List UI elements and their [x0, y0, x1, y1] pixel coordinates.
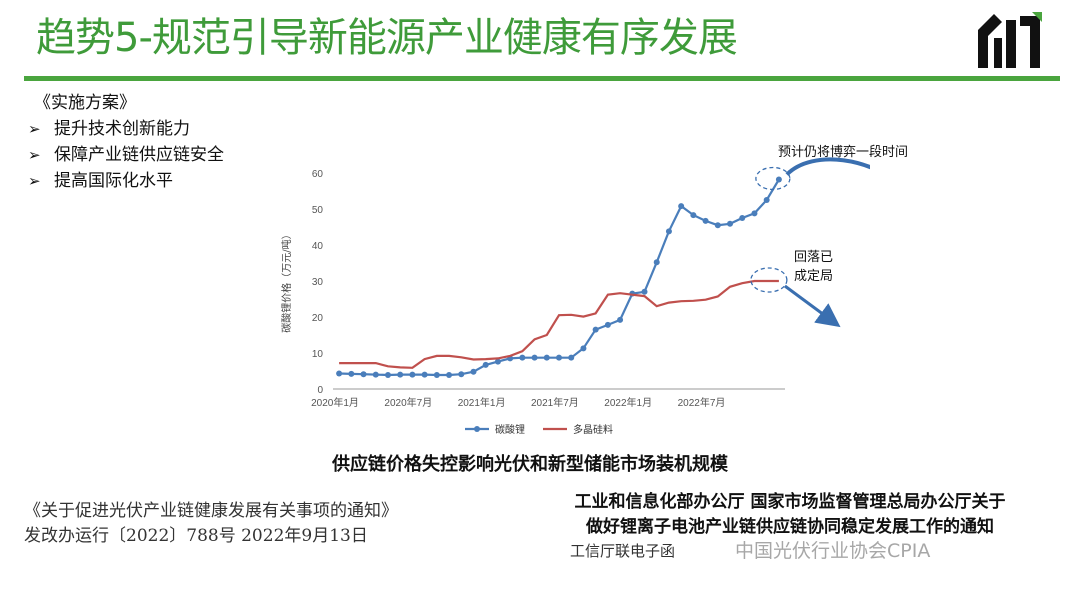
- data-point: [531, 354, 538, 361]
- annotation-fall-line: 回落已: [794, 250, 834, 265]
- data-point: [519, 354, 526, 361]
- y-tick-label: 0: [317, 385, 323, 396]
- series-line-2: [339, 279, 779, 369]
- data-point: [727, 220, 734, 227]
- plan-item: 提高国际化水平: [28, 168, 224, 194]
- y-tick-label: 40: [312, 241, 324, 252]
- notice-miit-number: 工信厅联电子函: [570, 542, 676, 560]
- data-point: [702, 217, 709, 224]
- data-point: [384, 371, 391, 378]
- notice-ndrc-title: 《关于促进光伏产业链健康发展有关事项的通知》: [24, 501, 398, 521]
- data-point: [678, 203, 685, 210]
- data-point: [739, 215, 746, 221]
- data-point: [336, 370, 343, 377]
- data-point: [372, 371, 379, 378]
- legend-label: 碳酸锂: [495, 423, 525, 436]
- title-divider: [24, 76, 1060, 81]
- data-point: [470, 368, 477, 375]
- plan-item: 保障产业链供应链安全: [28, 142, 224, 168]
- data-point: [641, 288, 648, 295]
- y-tick-label: 60: [312, 169, 324, 180]
- annotation-fall-line: 成定局: [794, 269, 834, 284]
- x-tick-label: 2020年7月: [384, 396, 432, 409]
- notice-miit: 工业和信息化部办公厅 国家市场监督管理总局办公厅关于 做好锂离子电池产业链供应链…: [520, 490, 1060, 540]
- notice-miit-line1: 工业和信息化部办公厅 国家市场监督管理总局办公厅关于: [574, 492, 1006, 512]
- price-chart: 0 10 20 30 40 50 60 2020年1月 2020年7月 2021年1月 2021年7…: [280, 157, 870, 436]
- annotation-fall: 回落已 成定局: [794, 248, 833, 286]
- data-point: [543, 354, 550, 361]
- x-tick-label: 2021年7月: [531, 396, 579, 409]
- notice-ndrc-number: 发改办运行〔2022〕788号 2022年9月13日: [24, 526, 368, 546]
- data-point: [604, 321, 611, 328]
- data-point: [751, 210, 758, 217]
- implementation-plan: 《实施方案》 提升技术创新能力 保障产业链供应链安全 提高国际化水平: [28, 90, 224, 194]
- data-point: [592, 326, 599, 333]
- x-tick-label: 2022年1月: [604, 396, 652, 409]
- x-tick-label: 2021年1月: [458, 396, 506, 409]
- data-point: [690, 212, 697, 219]
- data-point: [617, 316, 624, 323]
- highlight-ellipse-lithium: [755, 166, 791, 191]
- x-tick-label: 2022年7月: [678, 396, 726, 409]
- data-point: [494, 358, 501, 365]
- y-tick-label: 50: [312, 205, 324, 216]
- data-point: [568, 354, 575, 361]
- data-point: [763, 197, 770, 203]
- arrow-down-icon: [784, 284, 841, 328]
- data-point: [580, 345, 587, 352]
- series-line-1: [339, 178, 780, 377]
- plan-heading: 《实施方案》: [34, 93, 136, 113]
- data-point: [458, 371, 465, 378]
- annotation-outlook: 预计仍将博弈一段时间: [778, 145, 909, 160]
- legend-label: 多晶硅料: [573, 423, 613, 436]
- highlight-ellipse-polysilicon: [750, 267, 788, 293]
- data-point: [446, 371, 453, 378]
- data-point: [482, 361, 489, 368]
- data-point: [348, 370, 355, 377]
- notice-miit-line2: 做好锂离子电池产业链供应链协同稳定发展工作的通知: [586, 517, 994, 537]
- plan-item: 提升技术创新能力: [28, 116, 224, 142]
- x-tick-label: 2020年1月: [311, 396, 359, 409]
- chart-caption: 供应链价格失控影响光伏和新型储能市场装机规模: [332, 454, 728, 475]
- data-point: [409, 371, 416, 378]
- y-axis-label: 碳酸锂价格（万元/吨）: [280, 229, 293, 332]
- data-point: [433, 371, 440, 378]
- y-tick-label: 20: [312, 313, 324, 324]
- data-point: [714, 222, 721, 229]
- data-point: [421, 371, 428, 378]
- watermark: 中国光伏行业协会CPIA: [735, 540, 931, 562]
- cpia-logo-icon: [978, 12, 1042, 68]
- y-tick-label: 10: [312, 349, 324, 360]
- legend-marker: [474, 426, 480, 432]
- data-point: [653, 259, 660, 266]
- arrow-curve-icon: [785, 157, 870, 176]
- data-point: [556, 354, 562, 361]
- y-tick-label: 30: [312, 277, 324, 288]
- data-point: [775, 176, 782, 183]
- page-title: 趋势5-规范引导新能源产业健康有序发展: [36, 15, 738, 61]
- data-point: [360, 371, 367, 378]
- data-point: [397, 371, 404, 378]
- data-point: [665, 228, 672, 235]
